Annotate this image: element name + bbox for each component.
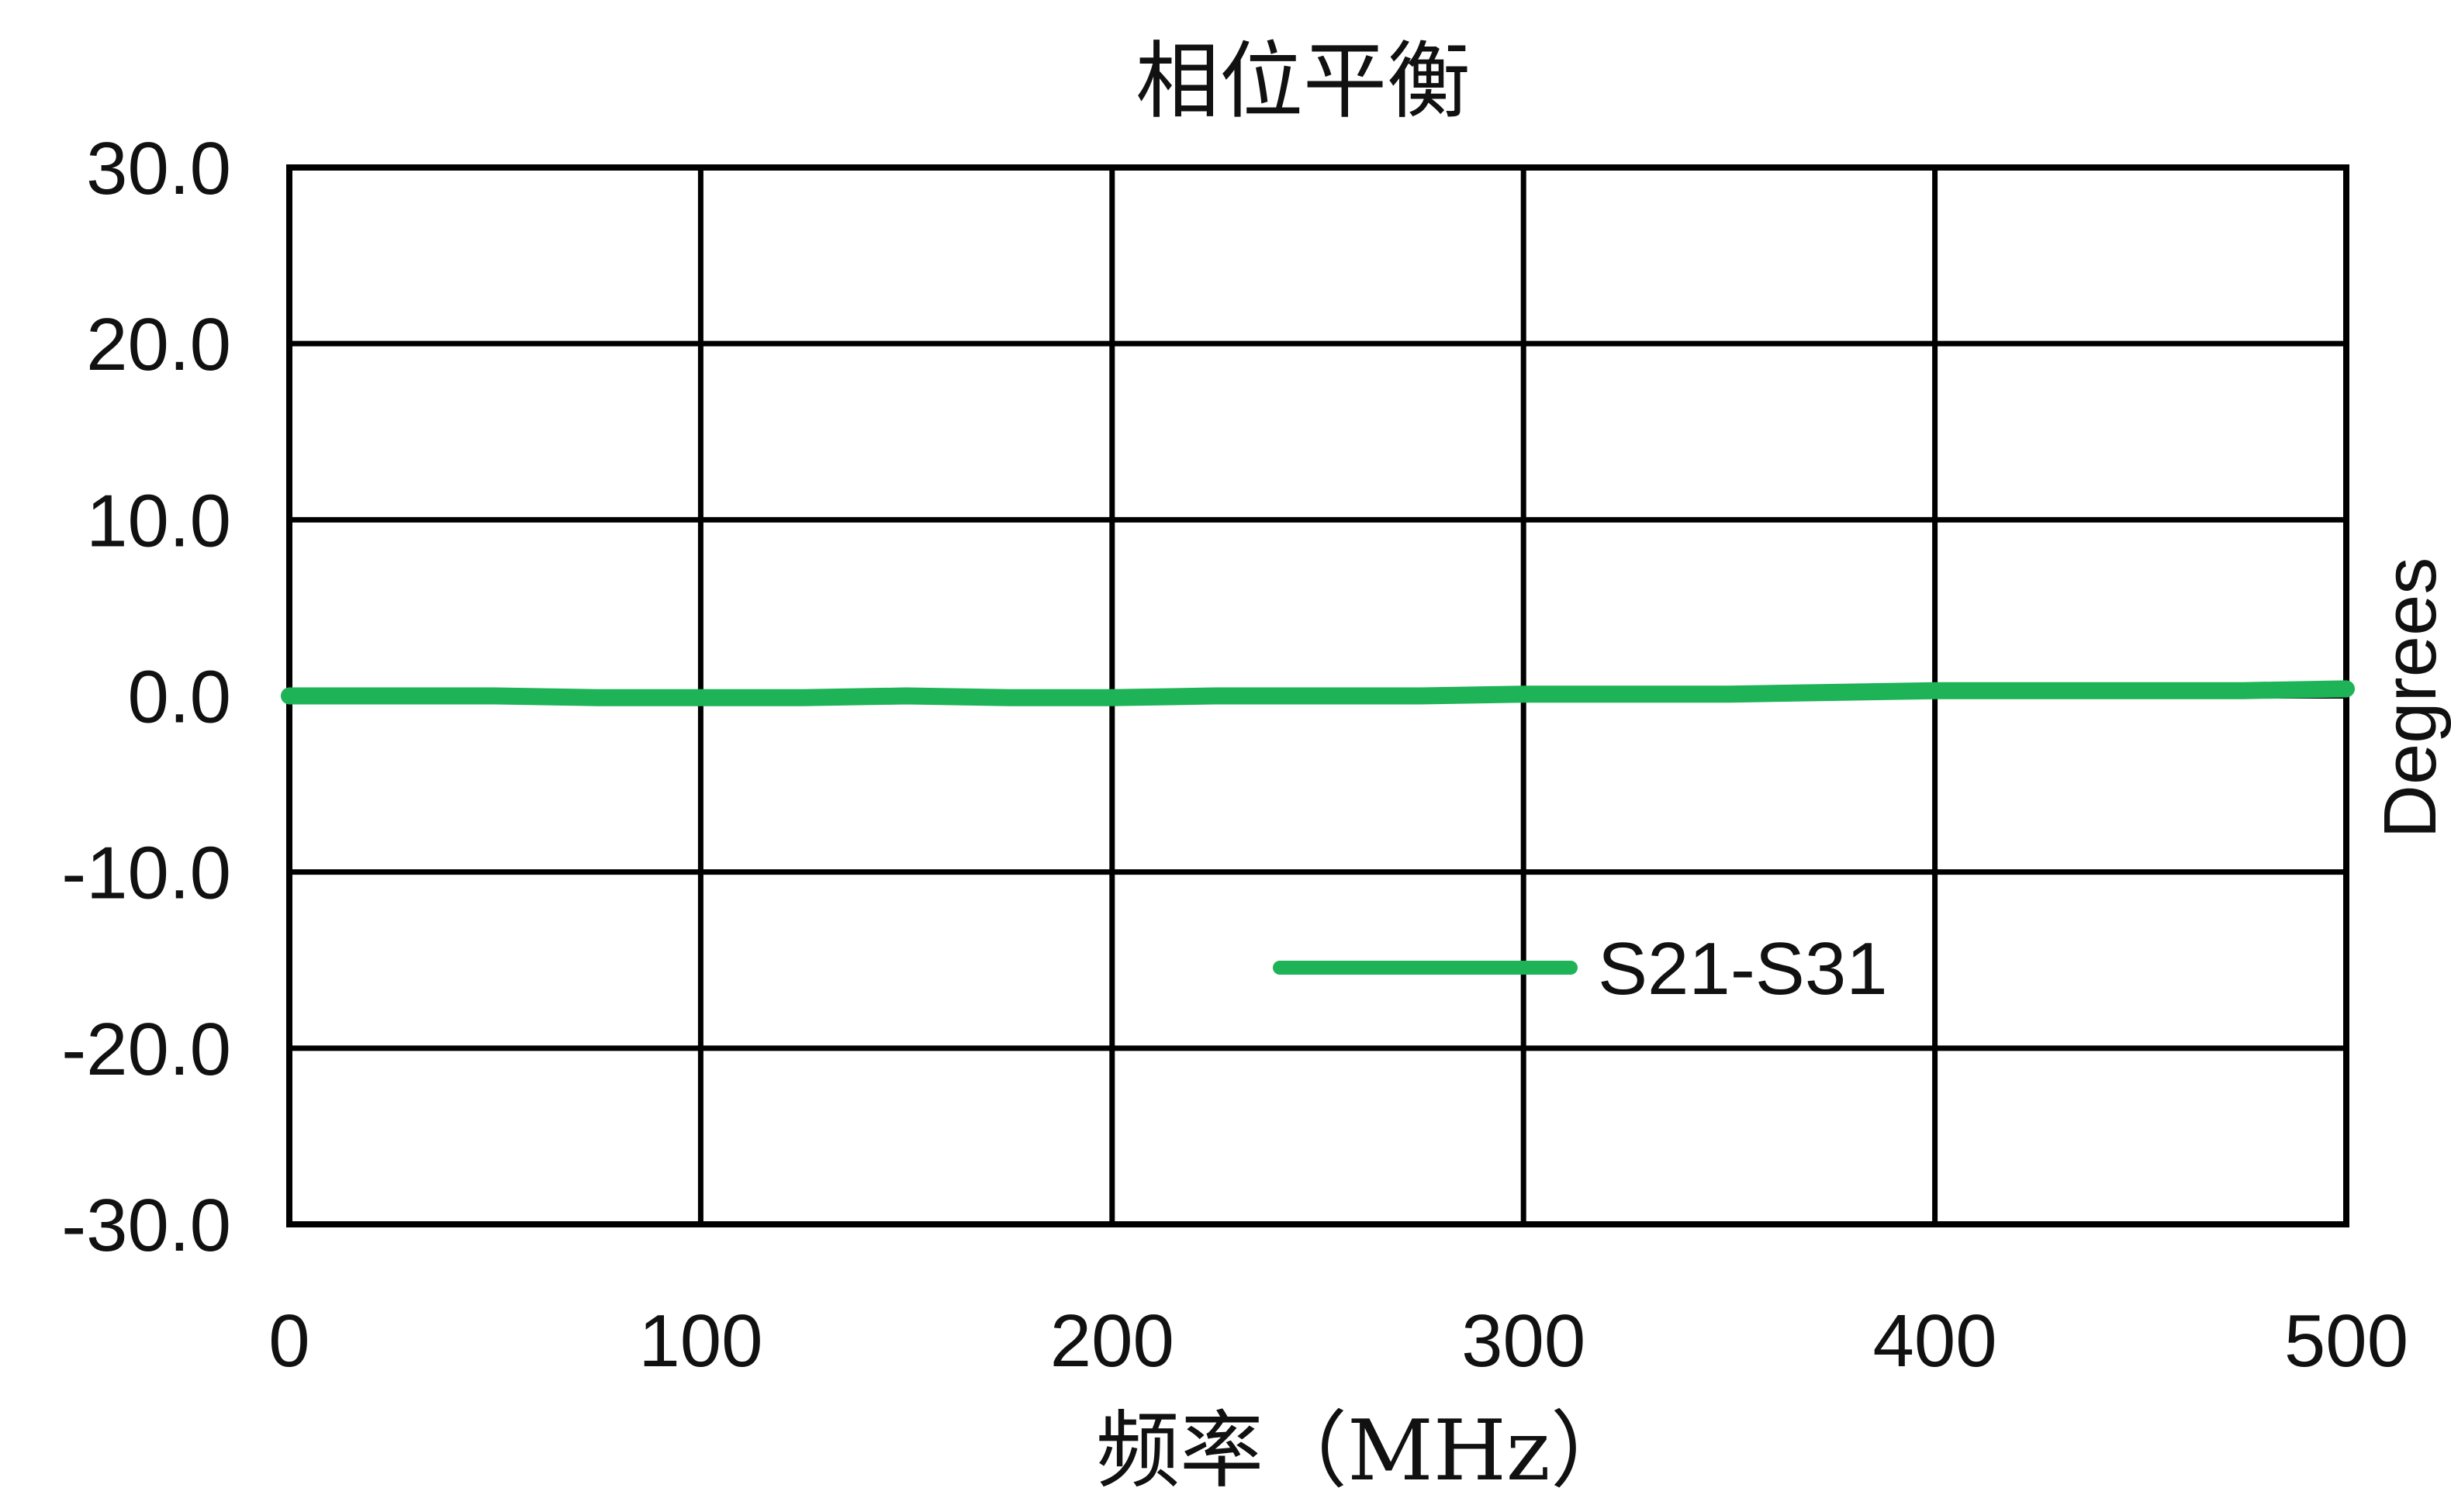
x-tick-label: 400 [1873, 1300, 1997, 1383]
x-tick-label: 100 [638, 1300, 762, 1383]
x-tick-label: 500 [2284, 1300, 2408, 1383]
legend: S21-S31 [1273, 927, 1888, 1010]
x-axis-tick-labels: 0 100 200 300 400 500 [268, 1300, 2408, 1383]
y-axis-tick-labels: 30.0 20.0 10.0 0.0 -10.0 -20.0 -30.0 [61, 127, 231, 1267]
y-tick-label: -20.0 [61, 1008, 231, 1091]
y-tick-label: 30.0 [86, 127, 231, 210]
x-axis-label: 频率（MHz） [1096, 1403, 1634, 1500]
y-tick-label: 20.0 [86, 303, 231, 386]
y-axis-label: Degrees [2369, 558, 2451, 839]
y-tick-label: -10.0 [61, 832, 231, 915]
x-tick-label: 0 [268, 1300, 309, 1383]
y-tick-label: 10.0 [86, 479, 231, 562]
x-tick-label: 200 [1050, 1300, 1174, 1383]
x-tick-label: 300 [1461, 1300, 1585, 1383]
y-tick-label: -30.0 [61, 1184, 231, 1267]
series-lines [281, 680, 2355, 706]
chart-title: 相位平衡 [1136, 33, 1471, 130]
legend-label: S21-S31 [1598, 927, 1888, 1010]
y-tick-label: 0.0 [128, 656, 231, 739]
series-line-0 [281, 680, 2355, 706]
